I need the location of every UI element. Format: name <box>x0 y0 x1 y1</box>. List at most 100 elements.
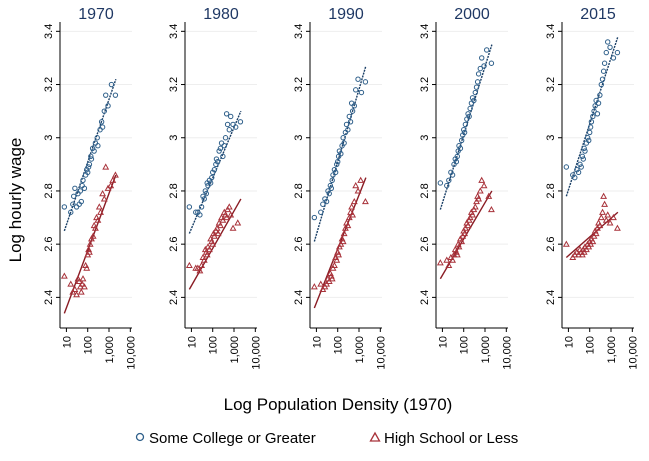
x-tick-label: 1,000 <box>354 336 366 364</box>
y-tick-label: 2.6 <box>168 237 180 252</box>
hs-point <box>347 208 354 215</box>
college-point <box>458 137 465 144</box>
y-tick-label: 3 <box>545 135 557 141</box>
hs-point <box>340 229 348 237</box>
hs-point <box>487 205 495 213</box>
hs-fit-line <box>565 211 619 258</box>
college-point <box>467 105 473 112</box>
hs-point <box>310 283 318 290</box>
hs-point <box>475 195 483 202</box>
college-point <box>98 119 105 125</box>
college-point <box>311 214 318 221</box>
hs-point <box>602 216 610 223</box>
x-tick-label: 100 <box>208 336 220 354</box>
hs-point <box>357 176 365 183</box>
college-point <box>205 182 211 189</box>
college-point <box>218 140 225 146</box>
college-point <box>343 121 350 128</box>
hs-point <box>205 245 213 253</box>
college-point <box>483 47 490 53</box>
college-point <box>462 121 469 128</box>
hs-point <box>453 251 461 258</box>
college-point <box>481 63 487 69</box>
college-point <box>335 158 341 165</box>
college-point <box>221 143 228 149</box>
college-point <box>341 140 347 146</box>
x-tick-label: 1,000 <box>104 336 116 364</box>
hs-point <box>111 171 119 178</box>
hs-point <box>89 232 97 239</box>
college-point <box>318 209 324 215</box>
y-tick-label: 2.6 <box>545 237 557 252</box>
x-tick-label: 1,000 <box>606 336 618 364</box>
college-point <box>80 177 86 184</box>
college-point <box>461 127 467 133</box>
college-point <box>595 100 602 106</box>
y-tick-label: 3.2 <box>293 77 305 92</box>
college-point <box>475 71 482 77</box>
college-point <box>471 97 477 104</box>
college-point <box>586 137 592 144</box>
college-point <box>216 148 222 154</box>
hs-point <box>455 243 463 250</box>
hs-point <box>95 203 103 210</box>
college-point <box>88 156 95 162</box>
hs-point <box>100 195 108 202</box>
college-point <box>77 188 84 194</box>
college-point <box>362 79 369 85</box>
y-tick-label: 2.4 <box>168 290 180 305</box>
college-point <box>449 172 456 178</box>
college-point <box>473 84 480 90</box>
x-tick-label: 10,000 <box>250 336 262 370</box>
college-point <box>211 166 218 173</box>
hs-point <box>200 256 208 263</box>
college-point <box>228 113 234 120</box>
college-point <box>601 60 608 66</box>
panel-title: 2015 <box>580 6 616 23</box>
hs-point <box>354 187 362 194</box>
college-point <box>202 188 209 194</box>
legend-hs-label: High School or Less <box>384 430 518 447</box>
college-point <box>453 158 460 165</box>
college-point <box>61 204 68 210</box>
college-point <box>186 204 193 210</box>
hs-point <box>227 211 235 218</box>
hs-point <box>91 224 99 231</box>
college-point <box>457 145 464 152</box>
hs-point <box>83 264 91 271</box>
college-point <box>349 108 356 114</box>
hs-point <box>97 208 104 215</box>
hs-point <box>79 275 87 282</box>
college-point <box>351 103 357 109</box>
college-point <box>353 87 359 93</box>
legend: Some College or Greater High School or L… <box>135 430 518 447</box>
college-point <box>587 124 594 130</box>
y-tick-label: 2.8 <box>293 183 305 198</box>
college-point <box>591 108 597 114</box>
hs-point <box>458 237 466 245</box>
y-axis-title: Log hourly wage <box>6 138 25 263</box>
college-point <box>578 164 584 170</box>
panel-1970: 1970 2.4 2.6 2.8 3 3.2 3.4 10 100 1,000 10,000 <box>43 6 137 370</box>
college-fit-line <box>63 78 117 232</box>
hs-point <box>352 182 360 189</box>
college-point <box>105 103 111 109</box>
y-tick-label: 2.4 <box>545 290 557 305</box>
college-point <box>88 153 94 160</box>
college-point <box>323 198 330 205</box>
college-point <box>224 121 231 128</box>
college-point <box>477 65 483 72</box>
college-point <box>332 169 339 176</box>
y-tick-label: 2.8 <box>43 183 55 198</box>
x-tick-label: 1,000 <box>229 336 241 364</box>
college-point <box>336 148 343 154</box>
hs-point <box>77 288 85 295</box>
y-tick-label: 3.4 <box>545 24 557 39</box>
college-point <box>346 113 353 120</box>
hs-point <box>86 240 94 247</box>
college-point <box>220 153 226 160</box>
hs-point <box>234 219 242 226</box>
college-point <box>347 119 354 125</box>
